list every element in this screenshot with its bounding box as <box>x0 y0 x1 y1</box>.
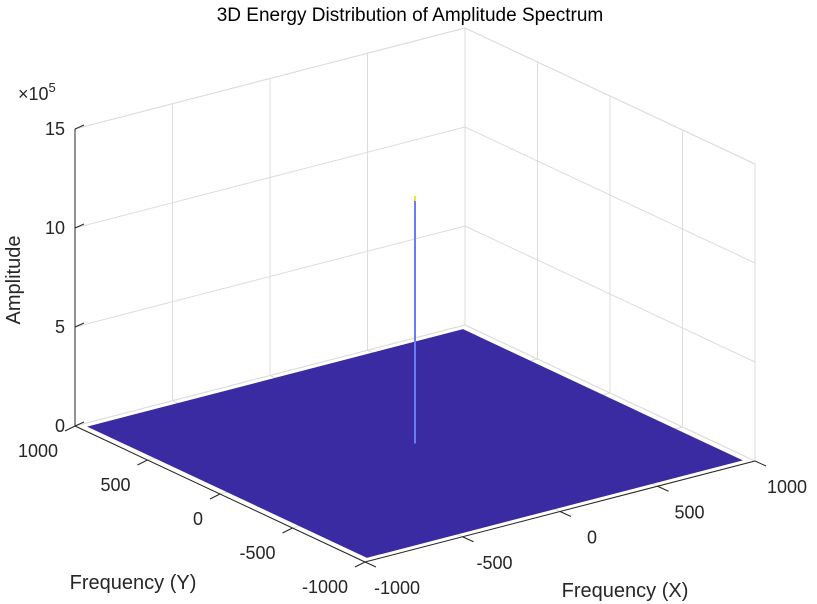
grid-line <box>464 324 756 462</box>
z-axis-label: Amplitude <box>3 236 25 325</box>
x-tick-label: 1000 <box>767 477 807 497</box>
y-tick-mark <box>354 561 366 568</box>
surface-layer <box>87 196 743 558</box>
chart-title: 3D Energy Distribution of Amplitude Spec… <box>217 5 604 26</box>
grid-line <box>464 126 756 264</box>
axis-layer <box>64 124 767 568</box>
z-exponent-power: 5 <box>49 80 56 95</box>
z-tick-label: 5 <box>55 317 65 337</box>
x-tick-mark <box>559 511 572 517</box>
tick-label-layer: -1000 -500 0 500 1000 -1000 -500 0 500 1000 0 5 10 15 <box>18 119 807 598</box>
x-tick-label: -1000 <box>374 578 420 598</box>
grid-line <box>74 126 466 229</box>
z-tick-mark <box>74 223 85 229</box>
x-tick-label: 0 <box>587 528 597 548</box>
z-tick-label: 10 <box>45 218 65 238</box>
z-tick-mark <box>74 124 85 130</box>
y-tick-label: -1000 <box>302 577 348 597</box>
y-tick-label: 0 <box>193 509 203 529</box>
z-tick-label: 15 <box>45 119 65 139</box>
grid-line <box>74 27 466 130</box>
z-tick-mark <box>74 322 85 328</box>
grid-line <box>74 324 466 427</box>
x-tick-label: 500 <box>674 502 704 522</box>
y-tick-label: 1000 <box>18 441 58 461</box>
x-tick-mark <box>754 460 767 467</box>
z-tick-label: 0 <box>55 416 65 436</box>
y-tick-label: -500 <box>239 543 275 563</box>
x-tick-mark <box>657 485 669 492</box>
x-tick-label: -500 <box>476 553 512 573</box>
z-tick-mark <box>74 421 85 427</box>
grid-line <box>464 225 756 363</box>
y-axis-label: Frequency (Y) <box>70 572 197 594</box>
grid-line <box>464 27 756 165</box>
y-tick-label: 500 <box>100 475 130 495</box>
z-exponent-label: ×105 <box>18 80 56 104</box>
x-axis-label: Frequency (X) <box>562 580 689 602</box>
y-tick-mark <box>64 425 76 432</box>
y-tick-mark <box>137 459 148 466</box>
grid-line <box>74 225 466 328</box>
y-tick-mark <box>209 493 221 500</box>
z-exponent-base: ×10 <box>18 84 49 104</box>
x-tick-mark <box>364 561 377 568</box>
y-tick-mark <box>282 527 293 534</box>
x-tick-mark <box>462 536 474 543</box>
